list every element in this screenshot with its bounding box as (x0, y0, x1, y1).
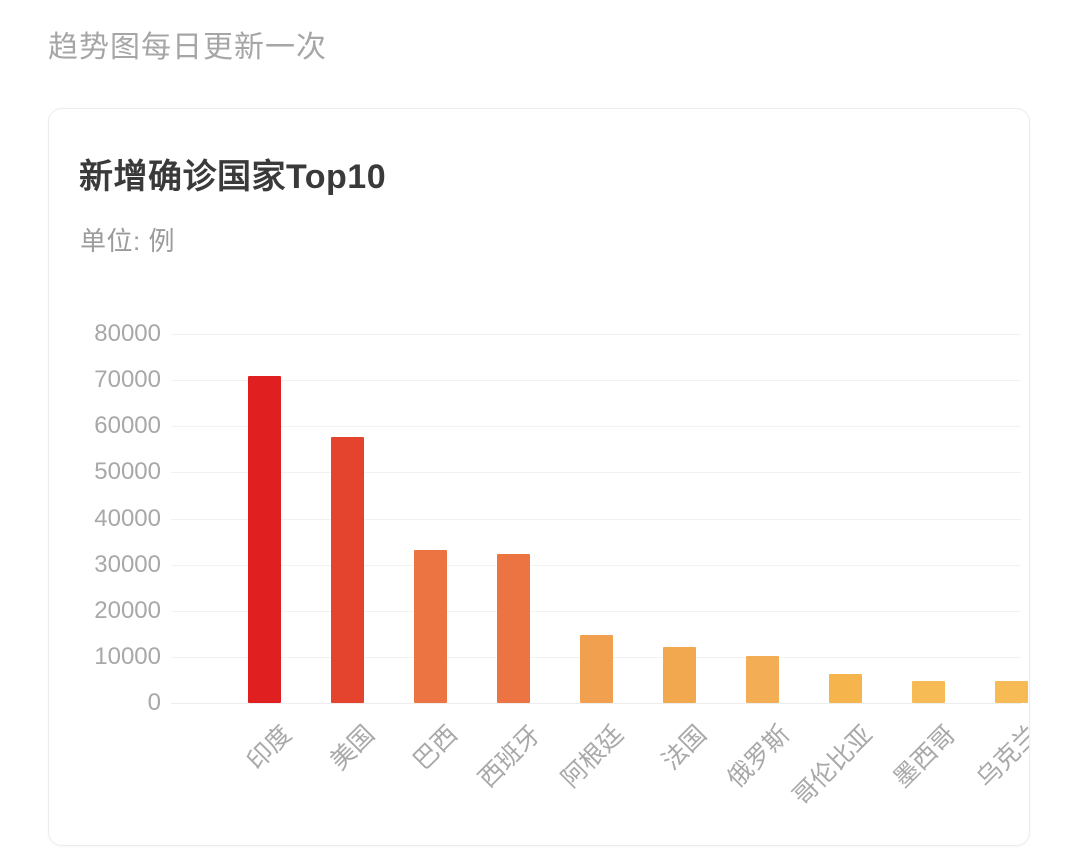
y-axis-tick-label: 70000 (94, 366, 161, 394)
bar[interactable] (413, 549, 447, 703)
y-axis-tick-label: 20000 (94, 596, 161, 624)
y-axis-tick-label: 0 (147, 689, 161, 716)
y-axis-tick: 20000 (57, 596, 161, 624)
chart-title: 新增确诊国家Top10 (79, 158, 387, 196)
y-axis-tick: 0 (57, 691, 161, 715)
gridline (171, 472, 1021, 474)
y-axis-tick: 10000 (57, 642, 161, 670)
bar[interactable] (745, 656, 779, 703)
chart-card: 新增确诊国家Top10 单位: 例 80000 70000 60000 50000 40… (48, 108, 1030, 846)
gridline (171, 518, 1021, 520)
gridline (171, 564, 1021, 566)
bar[interactable] (828, 673, 862, 703)
gridline (171, 334, 1021, 335)
gridline (171, 380, 1021, 382)
y-axis-tick: 80000 (57, 322, 161, 346)
y-axis-tick-label: 60000 (94, 412, 161, 440)
y-axis-tick: 70000 (57, 368, 161, 392)
y-axis-tick-label: 10000 (94, 642, 161, 670)
bar[interactable] (911, 680, 945, 703)
chart-bars (171, 109, 1028, 845)
bar[interactable] (579, 634, 613, 703)
bar[interactable] (662, 646, 696, 703)
y-axis-tick: 30000 (57, 550, 161, 578)
y-axis-tick: 50000 (57, 460, 161, 484)
y-axis-tick-label: 30000 (94, 550, 161, 578)
page-note: 趋势图每日更新一次 (48, 31, 327, 64)
bar[interactable] (994, 681, 1028, 703)
bar[interactable] (496, 554, 530, 703)
y-axis-tick-label: 80000 (94, 320, 161, 347)
y-axis-tick-label: 40000 (94, 504, 161, 532)
gridline (171, 703, 1021, 704)
bar[interactable] (330, 437, 364, 703)
gridline (171, 610, 1021, 612)
bar[interactable] (247, 375, 281, 703)
y-axis-tick: 60000 (57, 414, 161, 438)
y-axis-tick-label: 50000 (94, 458, 161, 486)
gridline (171, 426, 1021, 428)
chart-unit-label: 单位: 例 (80, 226, 175, 256)
y-axis-tick: 40000 (57, 504, 161, 532)
chart-plot-area: 80000 70000 60000 50000 40000 30000 20000 10000… (49, 109, 1029, 845)
